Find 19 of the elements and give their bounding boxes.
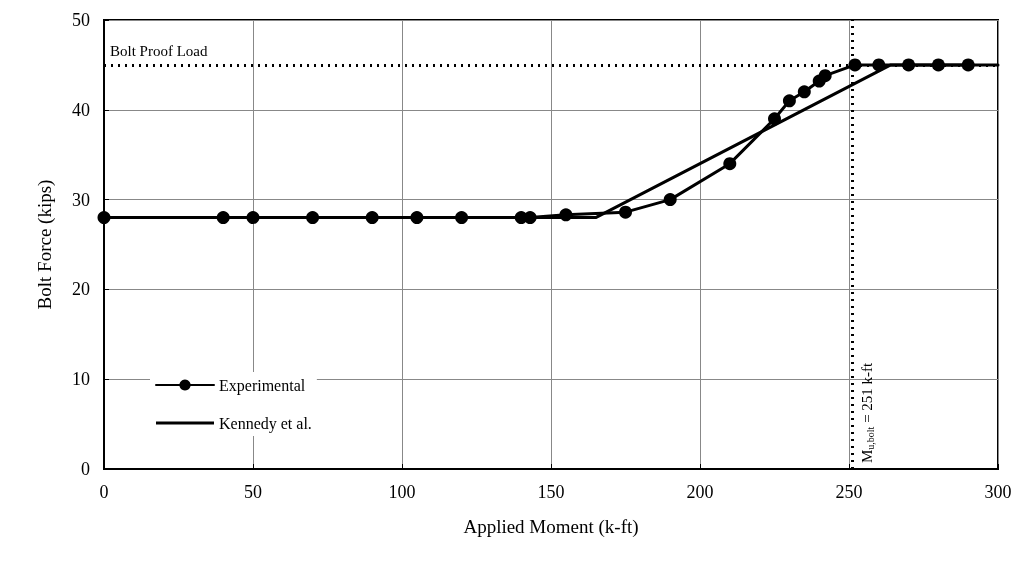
ref-line-label: Bolt Proof Load xyxy=(110,43,208,60)
y-tick-label: 50 xyxy=(72,10,90,30)
x-tick-label: 200 xyxy=(686,482,714,502)
legend-label: Kennedy et al. xyxy=(219,414,312,433)
y-tick-label: 0 xyxy=(81,459,90,479)
x-tick-label: 250 xyxy=(835,482,863,502)
y-tick-label: 10 xyxy=(72,369,90,390)
y-tick-label: 40 xyxy=(72,99,90,120)
y-tick-label: 30 xyxy=(72,189,90,210)
ref-line-label: Mu,bolt = 251 k-ft xyxy=(858,361,877,463)
x-tick-label: 0 xyxy=(99,482,109,502)
x-tick-label: 50 xyxy=(244,482,262,502)
y-axis-title: Bolt Force (kips) xyxy=(34,179,56,310)
legend-label: Experimental xyxy=(219,376,306,395)
x-tick-label: 300 xyxy=(984,482,1012,502)
x-tick-label: 100 xyxy=(388,482,416,502)
x-tick-label: 150 xyxy=(537,482,565,502)
y-tick-label: 20 xyxy=(72,279,90,300)
x-axis-title: Applied Moment (k-ft) xyxy=(463,516,639,538)
